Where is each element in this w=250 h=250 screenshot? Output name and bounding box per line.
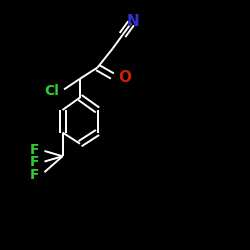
Text: F: F	[30, 168, 39, 182]
Text: F: F	[30, 143, 39, 157]
Text: F: F	[30, 156, 39, 170]
Text: Cl: Cl	[44, 84, 59, 98]
Text: N: N	[126, 14, 139, 29]
Text: O: O	[118, 70, 131, 85]
